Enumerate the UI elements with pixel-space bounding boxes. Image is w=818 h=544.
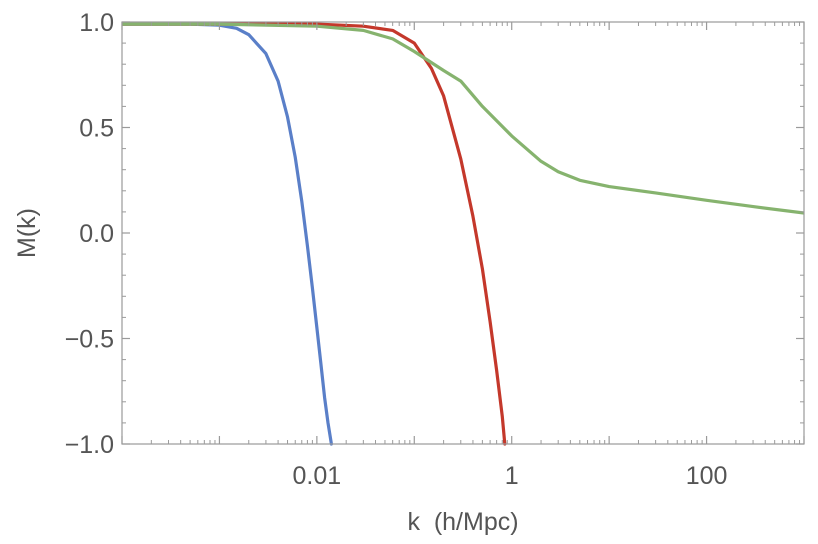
series-line-2: [122, 22, 507, 446]
x-tick-label: 100: [686, 462, 728, 490]
x-axis-label: k (h/Mpc): [407, 508, 518, 536]
x-tick-label: 0.01: [293, 462, 342, 490]
ticks-layer: 1.0 0.5 0.0 −0.5 −1.0 0.01 1 100: [65, 9, 805, 490]
y-tick-label: 0.5: [79, 115, 114, 143]
x-tick-label: 1: [505, 462, 519, 490]
y-tick-label: 0.0: [79, 220, 114, 248]
y-axis-label: M(k): [13, 208, 41, 258]
series-layer: [122, 22, 804, 446]
series-line-3: [122, 22, 804, 215]
y-tick-label: −1.0: [65, 431, 114, 459]
y-tick-label: 1.0: [79, 9, 114, 37]
series-line-1: [122, 22, 333, 446]
y-tick-label: −0.5: [65, 326, 114, 354]
